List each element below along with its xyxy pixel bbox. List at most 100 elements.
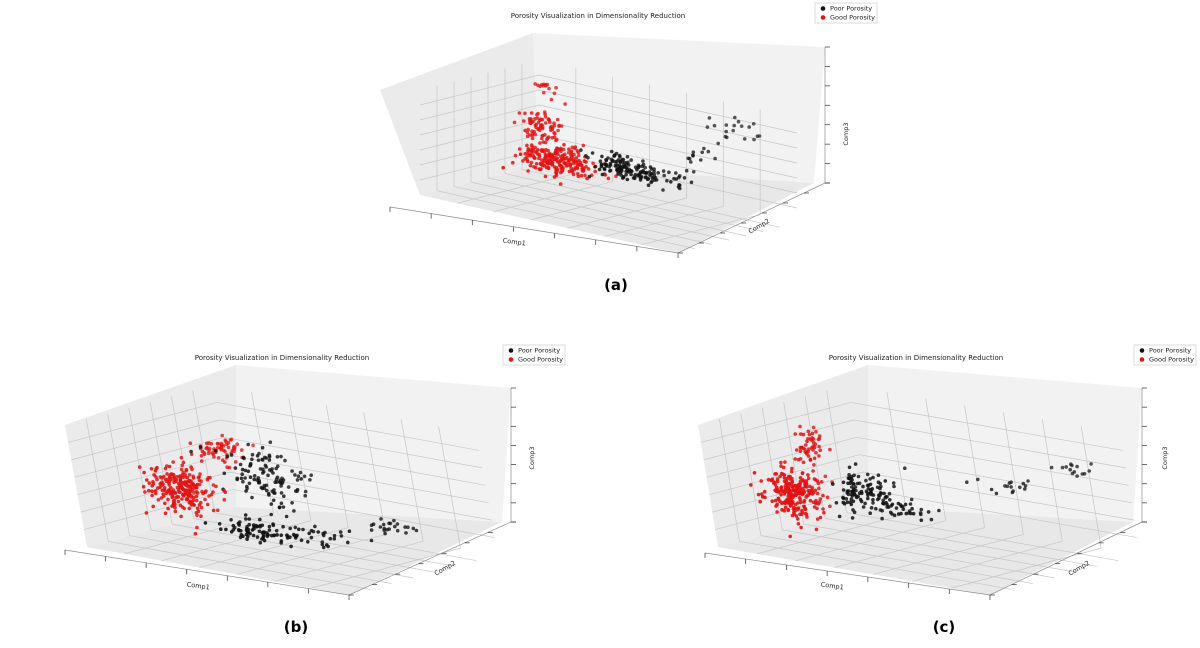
a-good-porosity-point — [526, 169, 530, 173]
c-poor-porosity-point — [845, 500, 850, 505]
panel-c-caption: (c) — [933, 618, 956, 636]
b-good-porosity-point — [170, 495, 175, 500]
a-good-porosity-point — [517, 147, 522, 151]
b-good-porosity-point — [150, 493, 154, 498]
b-good-porosity-point — [181, 460, 186, 465]
b-good-porosity-point — [189, 465, 193, 469]
c-good-porosity-point — [812, 456, 817, 461]
c-good-porosity-point — [807, 447, 811, 452]
c-poor-porosity-point — [841, 495, 845, 500]
a-good-porosity-point — [526, 151, 531, 156]
a-poor-porosity-point — [625, 177, 630, 182]
b-poor-porosity-point — [244, 489, 248, 493]
a-good-porosity-point — [522, 119, 526, 123]
c-good-porosity-point — [798, 424, 802, 429]
a-good-porosity-point — [566, 150, 571, 155]
c-poor-porosity-point — [855, 481, 860, 486]
a-poor-porosity-point — [649, 167, 654, 171]
b-poor-porosity-point — [262, 483, 267, 488]
b-poor-porosity-point — [307, 531, 312, 536]
b-good-porosity-point — [184, 467, 189, 472]
c-good-porosity-point — [779, 464, 783, 468]
c-good-porosity-point — [812, 505, 817, 509]
a-poor-porosity-point — [618, 170, 623, 175]
c-good-porosity-point — [790, 480, 795, 484]
a-good-porosity-point — [540, 117, 545, 122]
c-good-porosity-point — [819, 480, 824, 484]
b-good-porosity-point — [182, 506, 186, 511]
a-grid-floor-y — [521, 168, 781, 228]
b-good-porosity-point — [226, 445, 231, 450]
b-poor-porosity-point — [255, 454, 260, 458]
b-good-porosity-point — [164, 477, 168, 482]
c-poor-porosity-point — [849, 479, 853, 484]
b-grid-back-v — [85, 419, 109, 542]
c-poor-porosity-point — [874, 506, 878, 511]
b-good-porosity-point — [199, 454, 204, 458]
b-good-porosity-point — [216, 456, 221, 460]
c-poor-porosity-point — [837, 514, 842, 519]
b-good-porosity-point — [204, 446, 209, 451]
c-good-porosity-point — [805, 452, 809, 456]
a-good-porosity-point — [554, 86, 558, 90]
b-good-porosity-point — [141, 484, 146, 489]
b-poor-porosity-point — [320, 540, 325, 544]
a-good-porosity-point — [578, 163, 583, 167]
b-poor-porosity-point — [275, 455, 280, 459]
panel-a-zlabel: Comp3 — [842, 122, 850, 145]
b-poor-porosity-point — [338, 530, 343, 534]
a-poor-porosity-point — [723, 134, 728, 139]
a-good-porosity-point — [512, 120, 517, 125]
a-good-porosity-point — [546, 148, 550, 153]
a-good-porosity-point — [552, 135, 557, 139]
b-good-porosity-point — [197, 478, 202, 483]
c-grid-back-h — [706, 436, 857, 478]
c-good-porosity-point — [790, 466, 794, 471]
b-poor-porosity-point — [346, 540, 350, 545]
b-good-porosity-point — [187, 493, 191, 498]
b-poor-porosity-point — [297, 527, 301, 532]
b-good-porosity-point — [206, 451, 211, 456]
a-poor-porosity-point — [700, 150, 704, 155]
b-poor-porosity-point — [273, 480, 278, 485]
c-poor-porosity-point — [864, 489, 869, 494]
b-poor-porosity-point — [248, 464, 252, 468]
b-good-porosity-point — [178, 490, 182, 495]
c-poor-porosity-point — [871, 501, 875, 505]
b-grid-right-v — [288, 398, 312, 521]
a-poor-porosity-point — [724, 129, 728, 134]
a-poor-porosity-point — [638, 170, 643, 174]
b-poor-porosity-point — [267, 493, 271, 497]
b-good-porosity-point — [156, 498, 161, 502]
c-good-porosity-point — [821, 507, 825, 511]
c-grid-floor-y — [825, 518, 1098, 567]
b-poor-porosity-point — [309, 473, 314, 478]
b-grid-floor-y — [172, 523, 435, 573]
b-poor-porosity-point — [277, 505, 282, 510]
b-good-porosity-point — [179, 455, 184, 460]
b-good-porosity-point — [147, 488, 151, 493]
b-grid-floor-y — [193, 518, 456, 567]
c-poor-porosity-point — [841, 488, 846, 492]
b-poor-porosity-point — [295, 478, 300, 482]
b-poor-porosity-point — [243, 468, 248, 473]
a-poor-porosity-point — [713, 156, 717, 161]
b-poor-porosity-point — [289, 544, 293, 549]
c-grid-floor-x — [951, 547, 1102, 589]
a-poor-porosity-point — [640, 164, 645, 168]
b-good-porosity-point — [199, 500, 203, 505]
c-poor-porosity-point — [853, 462, 858, 466]
b-poor-porosity-point — [292, 509, 296, 513]
b-poor-porosity-point — [387, 527, 392, 531]
c-good-porosity-point — [793, 457, 797, 461]
c-good-porosity-point — [806, 476, 811, 481]
b-good-porosity-point — [154, 491, 158, 496]
c-poor-porosity-point — [866, 483, 871, 488]
c-poor-porosity-point — [852, 473, 856, 478]
b-good-porosity-point — [209, 492, 214, 497]
b-poor-porosity-point — [243, 513, 248, 517]
b-poor-porosity-point — [302, 474, 307, 479]
c-poor-porosity-point — [976, 477, 980, 482]
b-poor-porosity-point — [279, 541, 284, 545]
a-poor-porosity-point — [643, 165, 647, 170]
